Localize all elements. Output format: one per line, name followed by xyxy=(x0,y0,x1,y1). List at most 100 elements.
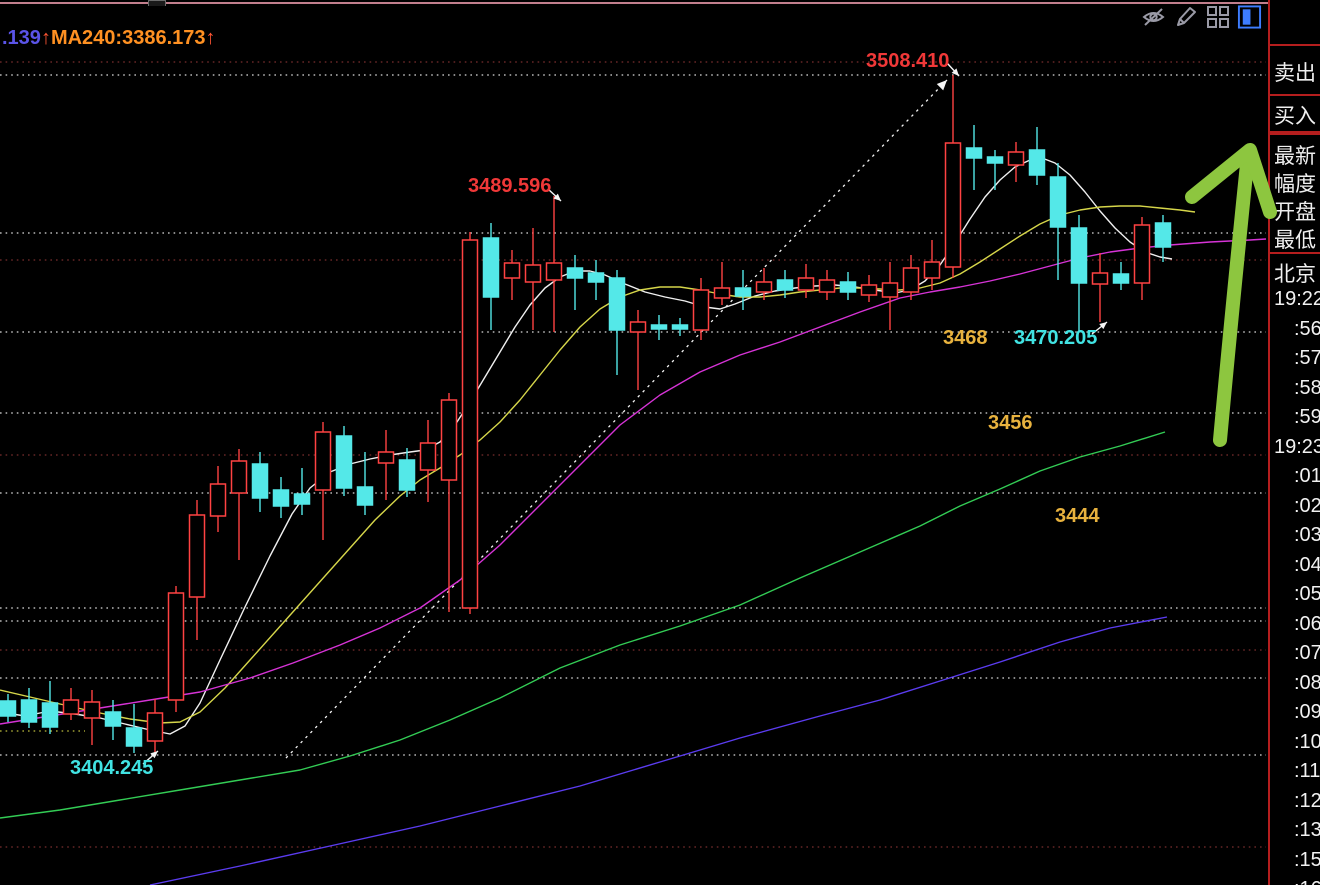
candle-up[interactable] xyxy=(818,279,836,293)
candle-down[interactable] xyxy=(1049,176,1067,228)
tick-time-row[interactable]: :06 xyxy=(1294,612,1320,635)
tick-time-row[interactable]: :04 xyxy=(1294,553,1320,576)
tick-time-row[interactable]: :13 xyxy=(1294,819,1320,841)
ma-readout-part: ↑ xyxy=(40,27,51,49)
candle-down[interactable] xyxy=(1154,222,1172,248)
candle-up[interactable] xyxy=(755,281,773,293)
tick-time-row[interactable]: :02 xyxy=(1294,494,1320,517)
candle-up[interactable] xyxy=(860,284,878,296)
tick-time-row[interactable]: :03 xyxy=(1294,524,1320,546)
candle-down[interactable] xyxy=(839,281,857,293)
candle-up[interactable] xyxy=(692,289,710,331)
candle-up[interactable] xyxy=(461,239,479,609)
candle-down[interactable] xyxy=(608,277,626,331)
candle-down[interactable] xyxy=(1070,227,1088,284)
candle-down[interactable] xyxy=(20,699,38,723)
tick-time-row[interactable]: :58 xyxy=(1294,376,1320,399)
candle-down[interactable] xyxy=(986,156,1004,164)
candle-up[interactable] xyxy=(419,442,437,471)
tick-time-row[interactable]: :07 xyxy=(1294,642,1320,664)
tick-time-row[interactable]: :56 xyxy=(1294,317,1320,340)
ma-readout-part: MA240:3386.173 xyxy=(50,27,206,49)
candle-up[interactable] xyxy=(902,267,920,293)
candle-down[interactable] xyxy=(272,489,290,507)
ma-indicator-readout: .139↑MA240:3386.173↑ xyxy=(2,27,216,50)
candle-up[interactable] xyxy=(713,287,731,299)
candlestick-chart[interactable]: 3508.410 3489.596 3404.245 3470.205 3468 3456… xyxy=(0,0,1268,885)
tick-time-row[interactable]: :57 xyxy=(1294,347,1320,369)
candle-down[interactable] xyxy=(1112,273,1130,284)
candle-down[interactable] xyxy=(650,324,668,330)
candle-up[interactable] xyxy=(545,262,563,281)
candle-up[interactable] xyxy=(1091,272,1109,285)
candle-up[interactable] xyxy=(230,460,248,494)
candle-down[interactable] xyxy=(566,267,584,279)
trendline xyxy=(285,79,948,759)
buy-button[interactable]: 买入 xyxy=(1274,105,1316,128)
candle-down[interactable] xyxy=(125,727,143,747)
candle-down[interactable] xyxy=(41,702,59,728)
candle-down[interactable] xyxy=(335,435,353,489)
chart-canvas[interactable] xyxy=(0,0,1268,885)
candle-down[interactable] xyxy=(587,272,605,283)
candle-up[interactable] xyxy=(797,277,815,291)
eye-off-icon[interactable] xyxy=(1141,5,1166,29)
ma-readout-part: ↑ xyxy=(205,27,216,49)
price-label-level-3444: 3444 xyxy=(1055,505,1100,527)
tick-time-row[interactable]: :09 xyxy=(1294,701,1320,723)
grid-icon[interactable] xyxy=(1205,5,1230,29)
ma-slow-magenta xyxy=(0,238,1267,725)
chart-toolbar xyxy=(1141,5,1262,29)
candle-down[interactable] xyxy=(356,486,374,506)
ma-longest-blue xyxy=(149,616,1168,885)
candle-up[interactable] xyxy=(503,262,521,279)
tick-time-row[interactable]: :10 xyxy=(1294,730,1320,753)
candle-up[interactable] xyxy=(146,712,164,742)
tick-time-row[interactable]: :11 xyxy=(1294,760,1320,782)
pencil-icon[interactable] xyxy=(1173,5,1198,29)
candle-up[interactable] xyxy=(167,592,185,701)
tick-time-row[interactable]: :16 xyxy=(1294,878,1320,885)
candle-up[interactable] xyxy=(188,514,206,598)
tick-time-row[interactable]: :08 xyxy=(1294,671,1320,694)
price-label-pullback-low: 3470.205 xyxy=(1014,327,1098,349)
tick-time-row[interactable]: :59 xyxy=(1294,406,1320,428)
candle-up[interactable] xyxy=(629,321,647,333)
candle-down[interactable] xyxy=(734,287,752,297)
sell-button[interactable]: 卖出 xyxy=(1274,62,1316,85)
price-label-peak-high: 3508.410 xyxy=(866,50,950,72)
candle-up[interactable] xyxy=(440,399,458,481)
candle-down[interactable] xyxy=(0,700,17,717)
tick-time-row[interactable]: :12 xyxy=(1294,789,1320,812)
candle-up[interactable] xyxy=(209,483,227,517)
candle-up[interactable] xyxy=(923,261,941,279)
candle-down[interactable] xyxy=(104,711,122,727)
top-tab-handle[interactable] xyxy=(148,0,166,6)
candle-up[interactable] xyxy=(83,701,101,719)
candle-down[interactable] xyxy=(482,237,500,298)
candle-down[interactable] xyxy=(1028,149,1046,176)
candle-up[interactable] xyxy=(1133,224,1151,284)
candle-up[interactable] xyxy=(62,699,80,715)
ma-readout-part: .139 xyxy=(2,27,41,49)
candle-down[interactable] xyxy=(671,324,689,330)
candle-down[interactable] xyxy=(965,147,983,159)
candle-down[interactable] xyxy=(293,493,311,505)
tick-time-row[interactable]: 19:22 xyxy=(1274,288,1320,310)
candle-up[interactable] xyxy=(377,451,395,464)
candle-down[interactable] xyxy=(776,279,794,291)
candle-up[interactable] xyxy=(524,264,542,283)
panel-icon[interactable] xyxy=(1237,5,1262,29)
candle-up[interactable] xyxy=(881,282,899,298)
candle-down[interactable] xyxy=(398,459,416,491)
tick-time-row[interactable]: 19:23 xyxy=(1274,435,1320,458)
candle-up[interactable] xyxy=(1007,151,1025,166)
candle-up[interactable] xyxy=(314,431,332,491)
tick-time-row[interactable]: :05 xyxy=(1294,583,1320,605)
window-top-border xyxy=(0,2,1320,4)
candle-up[interactable] xyxy=(944,142,962,268)
tick-time-row[interactable]: :15 xyxy=(1294,848,1320,871)
quote-field-3: 最低 xyxy=(1274,229,1316,252)
tick-time-row[interactable]: :01 xyxy=(1294,465,1320,487)
candle-down[interactable] xyxy=(251,463,269,499)
